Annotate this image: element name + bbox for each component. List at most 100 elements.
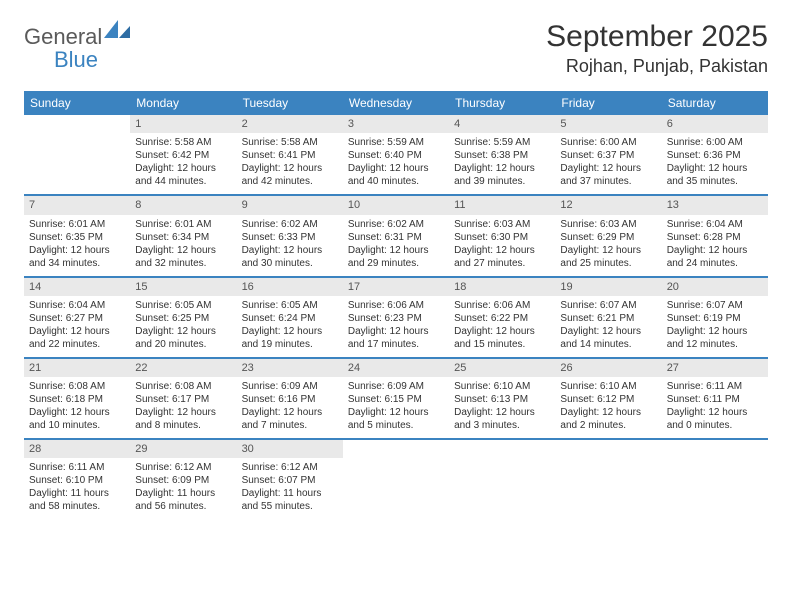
logo-word2: Blue (54, 47, 98, 72)
sunrise-line: Sunrise: 6:12 AM (242, 461, 338, 474)
week-row: 21Sunrise: 6:08 AMSunset: 6:18 PMDayligh… (24, 359, 768, 440)
day-cell: 28Sunrise: 6:11 AMSunset: 6:10 PMDayligh… (24, 440, 130, 519)
sunset-line: Sunset: 6:12 PM (560, 393, 656, 406)
logo: General Blue (24, 20, 130, 72)
day-cell: 23Sunrise: 6:09 AMSunset: 6:16 PMDayligh… (237, 359, 343, 438)
day-number: 3 (343, 115, 449, 133)
day-body: Sunrise: 6:07 AMSunset: 6:19 PMDaylight:… (662, 296, 768, 357)
sunset-line: Sunset: 6:25 PM (135, 312, 231, 325)
weekday-header: Tuesday (237, 91, 343, 115)
sunset-line: Sunset: 6:22 PM (454, 312, 550, 325)
empty-cell (449, 440, 555, 519)
sunrise-line: Sunrise: 5:59 AM (454, 136, 550, 149)
weekday-header: Friday (555, 91, 661, 115)
day-body: Sunrise: 5:58 AMSunset: 6:41 PMDaylight:… (237, 133, 343, 194)
sunset-line: Sunset: 6:30 PM (454, 231, 550, 244)
sunset-line: Sunset: 6:19 PM (667, 312, 763, 325)
month-title: September 2025 (546, 20, 768, 54)
sunset-line: Sunset: 6:34 PM (135, 231, 231, 244)
sunrise-line: Sunrise: 6:11 AM (29, 461, 125, 474)
week-row: 14 Sunrise: 6:04 AMSunset: 6:27 PM Dayligh… (24, 278, 768, 359)
sunrise-line: Sunrise: 6:09 AM (348, 380, 444, 393)
day-cell: 30Sunrise: 6:12 AMSunset: 6:07 PMDayligh… (237, 440, 343, 519)
daylight-line: Daylight: 12 hours and 34 minutes. (29, 244, 125, 270)
daylight-line: Daylight: 12 hours and 37 minutes. (560, 162, 656, 188)
day-body: Sunrise: 6:08 AMSunset: 6:18 PMDaylight:… (24, 377, 130, 438)
daylight-line: Daylight: 12 hours and 20 minutes. (135, 325, 231, 351)
daylight-line: Daylight: 12 hours and 44 minutes. (135, 162, 231, 188)
calendar-page: General Blue September 2025 Rojhan, Punj… (0, 0, 792, 539)
sunset-line: Sunset: 6:37 PM (560, 149, 656, 162)
sunset-line: Sunset: 6:23 PM (348, 312, 444, 325)
day-body: Sunrise: 6:12 AMSunset: 6:09 PMDaylight:… (130, 458, 236, 519)
daylight-line: Daylight: 12 hours and 15 minutes. (454, 325, 550, 351)
day-body: Sunrise: 6:01 AMSunset: 6:35 PMDaylight:… (24, 215, 130, 276)
daylight-line: Daylight: 12 hours and 19 minutes. (242, 325, 338, 351)
day-body: Sunrise: 6:08 AMSunset: 6:17 PMDaylight:… (130, 377, 236, 438)
day-number: 29 (130, 440, 236, 458)
sunrise-line: Sunrise: 6:06 AM (348, 299, 444, 312)
day-number: 14 (24, 278, 130, 296)
weekday-header: Thursday (449, 91, 555, 115)
day-body: Sunrise: 6:06 AMSunset: 6:23 PMDaylight:… (343, 296, 449, 357)
day-number: 22 (130, 359, 236, 377)
daylight-line: Daylight: 12 hours and 24 minutes. (667, 244, 763, 270)
calendar-body: 1Sunrise: 5:58 AMSunset: 6:42 PMDaylight… (24, 115, 768, 519)
day-number: 9 (237, 196, 343, 214)
sunrise-line: Sunrise: 5:58 AM (242, 136, 338, 149)
day-number: 6 (662, 115, 768, 133)
day-cell: 3Sunrise: 5:59 AMSunset: 6:40 PMDaylight… (343, 115, 449, 194)
sunset-line: Sunset: 6:13 PM (454, 393, 550, 406)
day-cell: 19Sunrise: 6:07 AMSunset: 6:21 PMDayligh… (555, 278, 661, 357)
day-number: 26 (555, 359, 661, 377)
day-cell: 10Sunrise: 6:02 AMSunset: 6:31 PMDayligh… (343, 196, 449, 275)
day-cell: 6Sunrise: 6:00 AMSunset: 6:36 PMDaylight… (662, 115, 768, 194)
day-number: 17 (343, 278, 449, 296)
day-body: Sunrise: 6:02 AMSunset: 6:33 PMDaylight:… (237, 215, 343, 276)
daylight-line: Daylight: 12 hours and 27 minutes. (454, 244, 550, 270)
day-body: Sunrise: 6:05 AMSunset: 6:24 PMDaylight:… (237, 296, 343, 357)
sunrise-line: Sunrise: 6:04 AM (29, 299, 125, 312)
day-number: 5 (555, 115, 661, 133)
daylight-line: Daylight: 12 hours and 39 minutes. (454, 162, 550, 188)
week-row: 1Sunrise: 5:58 AMSunset: 6:42 PMDaylight… (24, 115, 768, 196)
sunset-line: Sunset: 6:27 PM (29, 312, 125, 325)
daylight-line: Daylight: 11 hours and 55 minutes. (242, 487, 338, 513)
daylight-line: Daylight: 12 hours and 35 minutes. (667, 162, 763, 188)
daylight-line: Daylight: 12 hours and 42 minutes. (242, 162, 338, 188)
day-number: 28 (24, 440, 130, 458)
sunset-line: Sunset: 6:18 PM (29, 393, 125, 406)
day-number: 4 (449, 115, 555, 133)
sunset-line: Sunset: 6:07 PM (242, 474, 338, 487)
sunrise-line: Sunrise: 6:05 AM (242, 299, 338, 312)
daylight-line: Daylight: 12 hours and 0 minutes. (667, 406, 763, 432)
daylight-line: Daylight: 12 hours and 14 minutes. (560, 325, 656, 351)
day-body: Sunrise: 5:59 AMSunset: 6:38 PMDaylight:… (449, 133, 555, 194)
sunrise-line: Sunrise: 6:07 AM (560, 299, 656, 312)
sunset-line: Sunset: 6:36 PM (667, 149, 763, 162)
day-body: Sunrise: 6:06 AMSunset: 6:22 PMDaylight:… (449, 296, 555, 357)
week-row: 7Sunrise: 6:01 AMSunset: 6:35 PMDaylight… (24, 196, 768, 277)
sunrise-line: Sunrise: 6:08 AM (29, 380, 125, 393)
sunrise-line: Sunrise: 6:01 AM (135, 218, 231, 231)
day-cell: 15Sunrise: 6:05 AMSunset: 6:25 PMDayligh… (130, 278, 236, 357)
sunrise-line: Sunrise: 6:10 AM (560, 380, 656, 393)
day-body: Sunrise: 5:58 AMSunset: 6:42 PMDaylight:… (130, 133, 236, 194)
sunrise-line: Sunrise: 5:58 AM (135, 136, 231, 149)
location: Rojhan, Punjab, Pakistan (546, 56, 768, 77)
sunset-line: Sunset: 6:29 PM (560, 231, 656, 244)
day-body: Sunrise: 6:09 AMSunset: 6:16 PMDaylight:… (237, 377, 343, 438)
day-number: 15 (130, 278, 236, 296)
day-body: Sunrise: 6:04 AMSunset: 6:28 PMDaylight:… (662, 215, 768, 276)
day-body: Sunrise: 6:12 AMSunset: 6:07 PMDaylight:… (237, 458, 343, 519)
calendar: SundayMondayTuesdayWednesdayThursdayFrid… (24, 91, 768, 519)
sunset-line: Sunset: 6:24 PM (242, 312, 338, 325)
sunset-line: Sunset: 6:17 PM (135, 393, 231, 406)
daylight-line: Daylight: 11 hours and 56 minutes. (135, 487, 231, 513)
day-cell: 22Sunrise: 6:08 AMSunset: 6:17 PMDayligh… (130, 359, 236, 438)
logo-word1: General (24, 24, 102, 49)
sunrise-line: Sunrise: 6:09 AM (242, 380, 338, 393)
day-number: 11 (449, 196, 555, 214)
weekday-header: Wednesday (343, 91, 449, 115)
day-number: 20 (662, 278, 768, 296)
